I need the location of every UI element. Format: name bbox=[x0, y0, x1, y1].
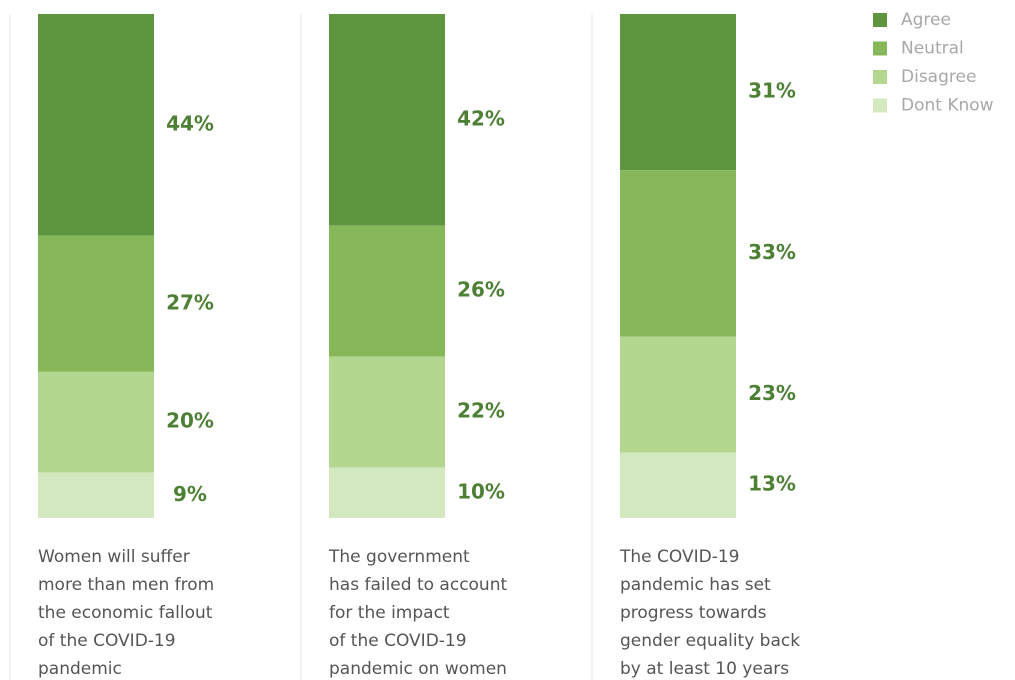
data-label: 22% bbox=[457, 399, 505, 423]
legend-label: Neutral bbox=[901, 39, 964, 59]
bar-segment bbox=[38, 472, 154, 518]
legend-swatch bbox=[873, 70, 887, 84]
legend-swatch bbox=[873, 13, 887, 27]
data-label: 23% bbox=[748, 381, 796, 405]
data-label: 26% bbox=[457, 278, 505, 302]
bar-segment bbox=[620, 14, 736, 171]
category-label: the economic fallout bbox=[38, 603, 213, 623]
category-label: progress towards bbox=[620, 603, 767, 623]
legend-label: Disagree bbox=[901, 67, 976, 87]
category-label: pandemic bbox=[38, 659, 122, 679]
bar-segment bbox=[329, 14, 445, 226]
category-label: pandemic has set bbox=[620, 575, 771, 595]
legend-label: Agree bbox=[901, 10, 951, 30]
legend-label: Dont Know bbox=[901, 96, 994, 116]
category-label: Women will suffer bbox=[38, 547, 190, 567]
category-label: pandemic on women bbox=[329, 659, 507, 679]
category-label: has failed to account bbox=[329, 575, 507, 595]
data-label: 13% bbox=[748, 472, 796, 496]
legend-swatch bbox=[873, 98, 887, 113]
data-label: 9% bbox=[173, 482, 207, 506]
bar-segment bbox=[329, 225, 445, 357]
category-label: The COVID-19 bbox=[619, 547, 739, 567]
category-label: for the impact bbox=[329, 603, 450, 623]
bar-segment bbox=[38, 371, 154, 473]
data-label: 27% bbox=[166, 290, 214, 314]
data-label: 44% bbox=[166, 111, 214, 135]
category-label: The government bbox=[328, 547, 470, 567]
category-label: by at least 10 years bbox=[620, 659, 789, 679]
data-label: 31% bbox=[748, 79, 796, 103]
bar-segment bbox=[620, 170, 736, 337]
bar-segment bbox=[38, 235, 154, 372]
data-label: 33% bbox=[748, 240, 796, 264]
bar-segment bbox=[329, 467, 445, 518]
category-label: gender equality back bbox=[620, 631, 800, 651]
category-label: of the COVID-19 bbox=[38, 631, 176, 651]
data-label: 20% bbox=[166, 409, 214, 433]
bar-segment bbox=[38, 14, 154, 236]
category-label: of the COVID-19 bbox=[329, 631, 467, 651]
bar-segment bbox=[329, 356, 445, 468]
bar-segment bbox=[620, 336, 736, 453]
bar-segment bbox=[620, 452, 736, 518]
legend-swatch bbox=[873, 41, 887, 56]
data-label: 10% bbox=[457, 479, 505, 503]
category-label: more than men from bbox=[38, 575, 214, 595]
data-label: 42% bbox=[457, 106, 505, 130]
